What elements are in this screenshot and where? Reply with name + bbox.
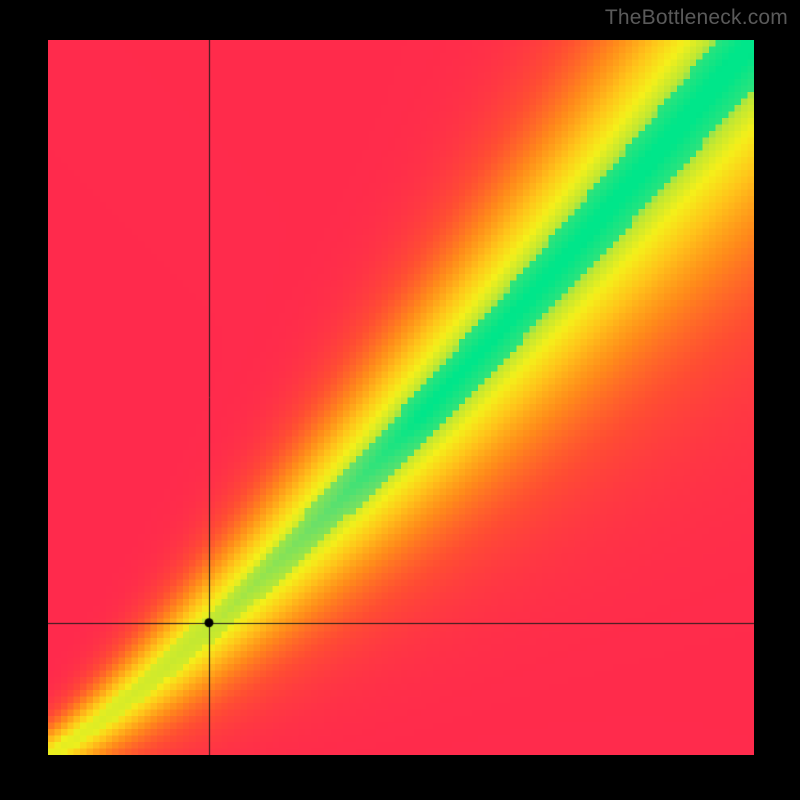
watermark-label: TheBottleneck.com xyxy=(605,6,788,30)
chart-stage: TheBottleneck.com xyxy=(0,0,800,800)
plot-area xyxy=(48,40,754,755)
bottleneck-heatmap xyxy=(48,40,754,755)
